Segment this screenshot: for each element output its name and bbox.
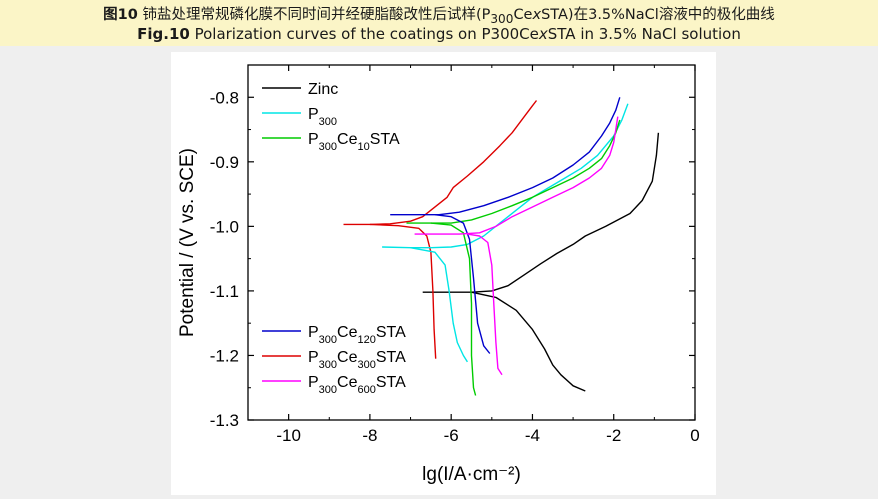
legend-label-part: P (308, 106, 319, 123)
y-tick-label: -1.0 (210, 217, 239, 236)
curve-p300 (382, 103, 629, 249)
curve-p300ce120sta-cathodic (434, 214, 491, 354)
legend-label-p300ce120sta: P300Ce120STA (308, 324, 406, 346)
curve-p300ce300sta-cathodic (369, 223, 437, 359)
curve-p300ce300sta (343, 100, 538, 226)
legend-label-part: P (308, 374, 319, 391)
chart-panel: -10 -8 -6 -4 -2 0 -0.8 -0.9 -1.0 -1.1 -1.2 -1.3 lg(I… (171, 52, 716, 495)
legend-label-part: STA (370, 131, 400, 148)
legend-label-p300ce600sta: P300Ce600STA (308, 374, 406, 396)
curve-p300-cathodic (410, 247, 468, 363)
curve-p300ce600sta (414, 116, 619, 235)
legend-label-part: STA (376, 349, 406, 366)
curve-zinc-cathodic (471, 291, 586, 392)
curve-p300ce600sta-cathodic (467, 233, 503, 376)
legend-label-part: 300 (319, 359, 337, 371)
legend-label-part: P (308, 349, 319, 366)
legend-label-part: 10 (357, 141, 369, 153)
legend-label-part: 300 (319, 384, 337, 396)
legend-label-part: 300 (357, 359, 375, 371)
legend-label-part: STA (376, 324, 406, 341)
caption-english: Fig.10 Polarization curves of the coatin… (137, 25, 741, 43)
curve-p300ce120sta (390, 97, 621, 216)
legend-label-part: 300 (319, 334, 337, 346)
legend-label-p300ce300sta: P300Ce300STA (308, 349, 406, 371)
x-tick-label: -4 (525, 426, 540, 445)
y-tick-label: -0.9 (210, 153, 239, 172)
x-axis-label: lg(I/A·cm⁻²) (422, 464, 521, 485)
legend-label-part: 600 (357, 384, 375, 396)
curve-p300ce10sta (406, 119, 621, 224)
caption-chinese: 图10 铈盐处理常规磷化膜不同时间并经硬脂酸改性后试样(P300CexSTA)在… (103, 7, 775, 26)
legend-label-part: 300 (319, 141, 337, 153)
legend-label-part: 120 (357, 334, 375, 346)
legend-label-part: STA (376, 374, 406, 391)
curve-p300ce10sta-cathodic (430, 222, 477, 396)
x-tick-label: -6 (444, 426, 459, 445)
y-tick-label: -1.1 (210, 282, 239, 301)
legend-label-part: P (308, 324, 319, 341)
legend-label-p300: P300 (308, 106, 337, 128)
x-tick-label: 0 (690, 426, 699, 445)
legend-label-zinc: Zinc (308, 81, 338, 98)
legend-label-part: 300 (319, 116, 337, 128)
legend-label-part: Ce (337, 349, 358, 366)
legend-label-part: Ce (337, 131, 358, 148)
caption-bar (0, 0, 878, 46)
x-tick-label: -2 (606, 426, 621, 445)
legend-label-part: Ce (337, 324, 358, 341)
y-tick-label: -0.8 (210, 88, 239, 107)
legend-label-p300ce10sta: P300Ce10STA (308, 131, 400, 153)
polarization-chart: -10 -8 -6 -4 -2 0 -0.8 -0.9 -1.0 -1.1 -1.2 -1.3 lg(I… (177, 64, 700, 485)
y-axis-label: Potential / (V vs. SCE) (177, 148, 198, 337)
curve-zinc (422, 132, 660, 293)
plot-frame (247, 64, 696, 421)
legend-label-part: Ce (337, 374, 358, 391)
legend-label-part: Zinc (308, 81, 338, 98)
x-tick-label: -10 (276, 426, 301, 445)
y-tick-label: -1.2 (210, 346, 239, 365)
y-tick-label: -1.3 (210, 411, 239, 430)
x-tick-label: -8 (362, 426, 377, 445)
legend-label-part: P (308, 131, 319, 148)
